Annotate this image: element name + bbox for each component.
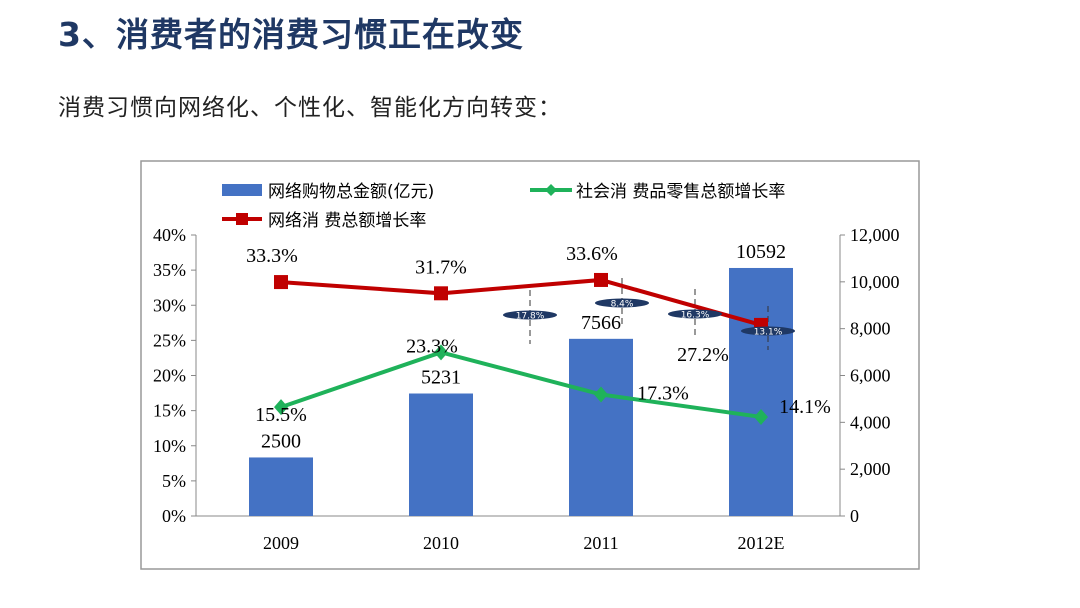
legend-swatch-bar	[222, 184, 262, 196]
series-line	[280, 350, 762, 419]
page-title: 3、消费者的消费习惯正在改变	[58, 15, 524, 54]
line-label: 14.1%	[779, 396, 831, 418]
page-subtitle: 消费习惯向网络化、个性化、智能化方向转变：	[58, 95, 562, 121]
x-tick-label: 2012E	[738, 533, 785, 553]
legend-label: 网络消 费总额增长率	[268, 211, 426, 231]
annotation-label: 8.4%	[611, 300, 634, 310]
line-point	[754, 408, 768, 425]
right-tick-label: 8,000	[850, 319, 891, 339]
annotation-label: 17.8%	[516, 312, 545, 322]
line-point	[594, 272, 608, 287]
annotation-ellipse	[741, 326, 795, 336]
line-point	[274, 399, 288, 416]
x-tick-label: 2010	[423, 533, 459, 553]
annotation-label: 13.1%	[754, 328, 783, 338]
left-tick-label: 10%	[153, 436, 186, 456]
line-point	[434, 344, 448, 361]
right-tick-label: 0	[850, 506, 859, 526]
right-tick-label: 10,000	[850, 272, 900, 292]
series-line	[280, 277, 762, 327]
annotation-ellipse	[503, 310, 557, 320]
line-point	[434, 286, 448, 301]
bar	[729, 267, 793, 516]
bar	[569, 338, 633, 516]
line-label: 17.3%	[637, 382, 689, 404]
legend-marker	[545, 184, 557, 196]
bar-label: 7566	[581, 312, 621, 334]
line-point	[274, 275, 288, 290]
annotation-label: 16.3%	[681, 311, 710, 321]
right-tick-label: 12,000	[850, 225, 900, 245]
line-point	[594, 386, 608, 403]
left-tick-label: 15%	[153, 401, 186, 421]
right-tick-label: 4,000	[850, 412, 891, 432]
left-tick-label: 0%	[162, 506, 186, 526]
bar-label: 10592	[736, 241, 786, 263]
line-label: 15.5%	[255, 404, 307, 426]
bar	[409, 393, 473, 516]
left-tick-label: 20%	[153, 366, 186, 386]
legend-marker	[236, 213, 248, 225]
bar	[249, 457, 313, 516]
line-label: 31.7%	[415, 256, 467, 278]
bar-label: 2500	[261, 430, 301, 452]
left-tick-label: 25%	[153, 330, 186, 350]
line-label: 23.3%	[406, 335, 458, 357]
right-tick-label: 2,000	[850, 459, 891, 479]
legend-label: 网络购物总金额(亿元)	[268, 182, 434, 202]
left-tick-label: 40%	[153, 225, 186, 245]
annotation-ellipse	[595, 298, 649, 308]
x-tick-label: 2011	[583, 533, 618, 553]
annotation-ellipse	[668, 309, 722, 319]
line-label: 33.3%	[246, 245, 298, 267]
left-tick-label: 5%	[162, 471, 186, 491]
left-tick-label: 30%	[153, 295, 186, 315]
line-label: 33.6%	[566, 243, 618, 265]
left-tick-label: 35%	[153, 260, 186, 280]
bar-label: 5231	[421, 367, 461, 389]
right-tick-label: 6,000	[850, 366, 891, 386]
line-label: 27.2%	[677, 344, 729, 366]
x-tick-label: 2009	[263, 533, 299, 553]
legend-label: 社会消 费品零售总额增长率	[576, 182, 785, 202]
